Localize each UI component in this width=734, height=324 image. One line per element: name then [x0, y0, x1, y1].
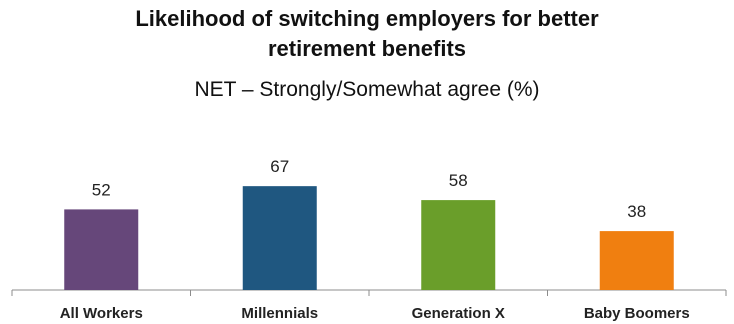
chart-title-line-2: retirement benefits	[267, 36, 467, 61]
bar-all-workers	[64, 209, 139, 290]
data-label-millennials: 67	[270, 157, 289, 176]
data-label-baby-boomers: 38	[627, 202, 646, 221]
chart-title-line-1: Likelihood of switching employers for be…	[135, 6, 599, 31]
data-label-all-workers: 52	[92, 180, 111, 199]
category-label-generation-x: Generation X	[412, 305, 505, 322]
bar-baby-boomers	[599, 231, 674, 290]
category-label-baby-boomers: Baby Boomers	[584, 305, 690, 322]
category-label-millennials: Millennials	[241, 305, 318, 322]
bar-generation-x	[421, 200, 496, 290]
data-label-generation-x: 58	[449, 171, 468, 190]
chart-title: Likelihood of switching employers for be…	[0, 4, 734, 64]
chart-subtitle: NET – Strongly/Somewhat agree (%)	[194, 78, 540, 101]
category-label-all-workers: All Workers	[60, 305, 143, 322]
bar-millennials	[242, 186, 317, 290]
